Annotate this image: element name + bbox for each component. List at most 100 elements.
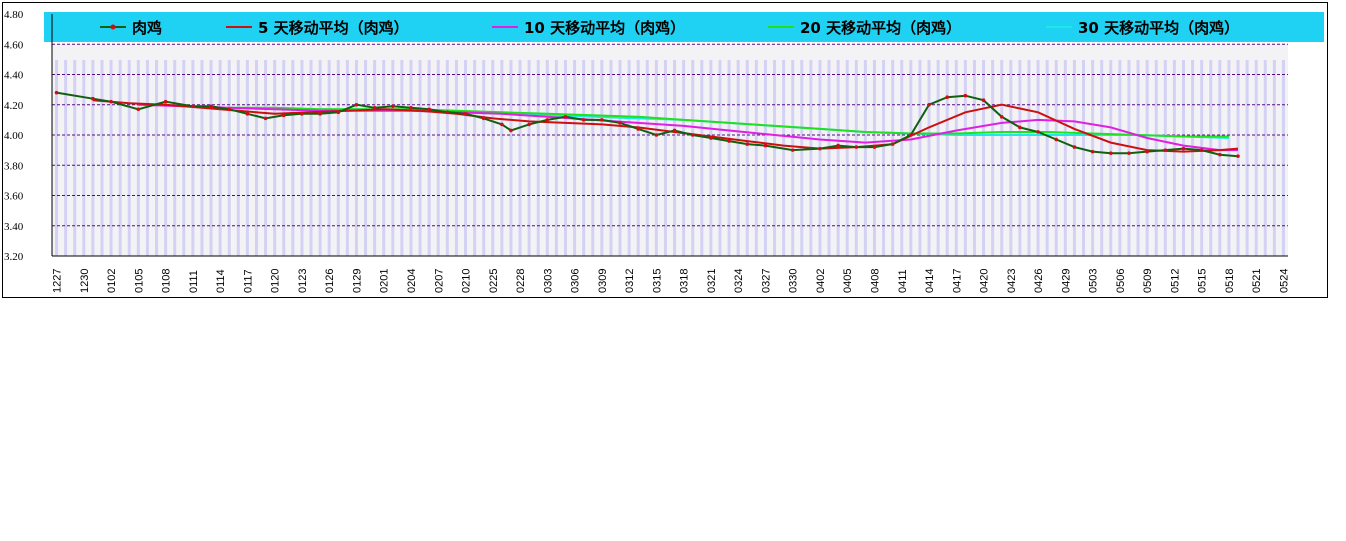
x-tick-label: 0309 — [597, 269, 609, 293]
background-bar — [682, 60, 686, 256]
background-bar — [782, 60, 786, 256]
background-bar — [409, 60, 413, 256]
x-tick-label: 0318 — [679, 269, 691, 293]
background-bar — [863, 60, 867, 256]
background-bar — [554, 60, 558, 256]
data-point — [136, 107, 141, 112]
x-tick-label: 1227 — [52, 269, 64, 293]
data-point — [836, 143, 840, 148]
data-point — [1036, 130, 1040, 134]
background-bar — [791, 60, 795, 256]
background-bar — [1218, 60, 1222, 256]
x-tick-label: 0315 — [651, 269, 663, 293]
x-tick-label: 0512 — [1169, 269, 1181, 293]
legend-label: 10 天移动平均（肉鸡） — [524, 19, 685, 37]
x-tick-label: 0417 — [951, 269, 963, 293]
data-point — [672, 128, 677, 133]
background-bar — [609, 60, 613, 256]
background-bar — [464, 60, 468, 256]
background-bar — [936, 60, 940, 256]
background-bar — [118, 60, 122, 256]
data-point — [727, 139, 731, 143]
x-tick-label: 0521 — [1251, 269, 1263, 293]
data-point — [336, 110, 341, 115]
legend-label: 20 天移动平均（肉鸡） — [800, 19, 961, 37]
background-bar — [291, 60, 295, 256]
background-bar — [982, 60, 986, 256]
background-bar — [663, 60, 667, 256]
background-bar — [545, 60, 549, 256]
background-bar — [573, 60, 577, 256]
background-bar — [1245, 60, 1249, 256]
data-point — [1108, 151, 1113, 155]
background-bar — [536, 60, 540, 256]
data-point — [109, 99, 113, 104]
background-bar — [773, 60, 777, 256]
background-bar — [500, 60, 504, 256]
background-bar — [82, 60, 86, 256]
background-bar — [945, 60, 949, 256]
background-bar — [1018, 60, 1022, 256]
background-bar — [318, 60, 322, 256]
x-tick-label: 0408 — [869, 269, 881, 293]
data-point — [909, 133, 913, 137]
data-point — [636, 127, 640, 131]
x-tick-label: 0114 — [215, 269, 227, 293]
data-point — [500, 122, 504, 127]
x-tick-label: 0411 — [897, 269, 909, 293]
data-point — [763, 143, 768, 148]
background-bar — [1027, 60, 1031, 256]
x-tick-label: 0524 — [1278, 269, 1290, 293]
background-bar — [700, 60, 704, 256]
x-tick-label: 0423 — [1006, 269, 1018, 293]
background-bar — [236, 60, 240, 256]
background-bar — [654, 60, 658, 256]
legend-label: 30 天移动平均（肉鸡） — [1078, 19, 1239, 37]
data-point — [890, 142, 895, 146]
background-bar — [282, 60, 286, 256]
data-point — [818, 146, 822, 151]
x-tick-label: 0324 — [733, 269, 745, 293]
data-point — [372, 105, 377, 110]
x-tick-label: 0111 — [188, 270, 200, 293]
legend-label: 5 天移动平均（肉鸡） — [258, 19, 409, 37]
background-bar — [1172, 60, 1176, 256]
x-tick-label: 0108 — [161, 269, 173, 293]
x-tick-label: 1230 — [79, 269, 91, 293]
data-point — [391, 104, 395, 109]
background-bar — [900, 60, 904, 256]
background-bar — [482, 60, 486, 256]
background-bar — [1281, 60, 1285, 256]
background-bar — [709, 60, 713, 256]
background-bar — [1181, 60, 1185, 256]
background-bar — [1263, 60, 1267, 256]
data-point — [981, 98, 986, 103]
background-bar — [454, 60, 458, 256]
background-bar — [854, 60, 858, 256]
line-chart: 3.20 3.40 3.60 3.80 4.00 4.20 4.40 4.60 4.80 122… — [4, 9, 1324, 293]
legend-band — [44, 12, 1324, 42]
background-bar — [954, 60, 958, 256]
background-bar — [882, 60, 886, 256]
x-tick-label: 0518 — [1224, 269, 1236, 293]
background-bar — [1063, 60, 1067, 256]
background-bar — [1136, 60, 1140, 256]
background-bar — [1072, 60, 1076, 256]
background-bar — [1091, 60, 1095, 256]
data-point — [300, 112, 304, 116]
background-bar — [182, 60, 186, 256]
background-bar — [754, 60, 758, 256]
background-bar — [473, 60, 477, 256]
x-tick-label: 0117 — [242, 269, 254, 293]
data-point — [945, 95, 949, 99]
y-tick-label: 3.20 — [4, 251, 24, 263]
x-tick-label: 0515 — [1197, 269, 1209, 293]
x-tick-label: 0312 — [624, 269, 636, 293]
y-tick-label: 4.40 — [4, 70, 24, 82]
y-tick-label: 4.60 — [4, 39, 24, 51]
x-tick-label: 0228 — [515, 269, 527, 293]
background-bar — [91, 60, 95, 256]
x-tick-label: 0210 — [461, 269, 473, 293]
y-tick-label: 4.20 — [4, 100, 24, 112]
data-point — [209, 104, 213, 109]
